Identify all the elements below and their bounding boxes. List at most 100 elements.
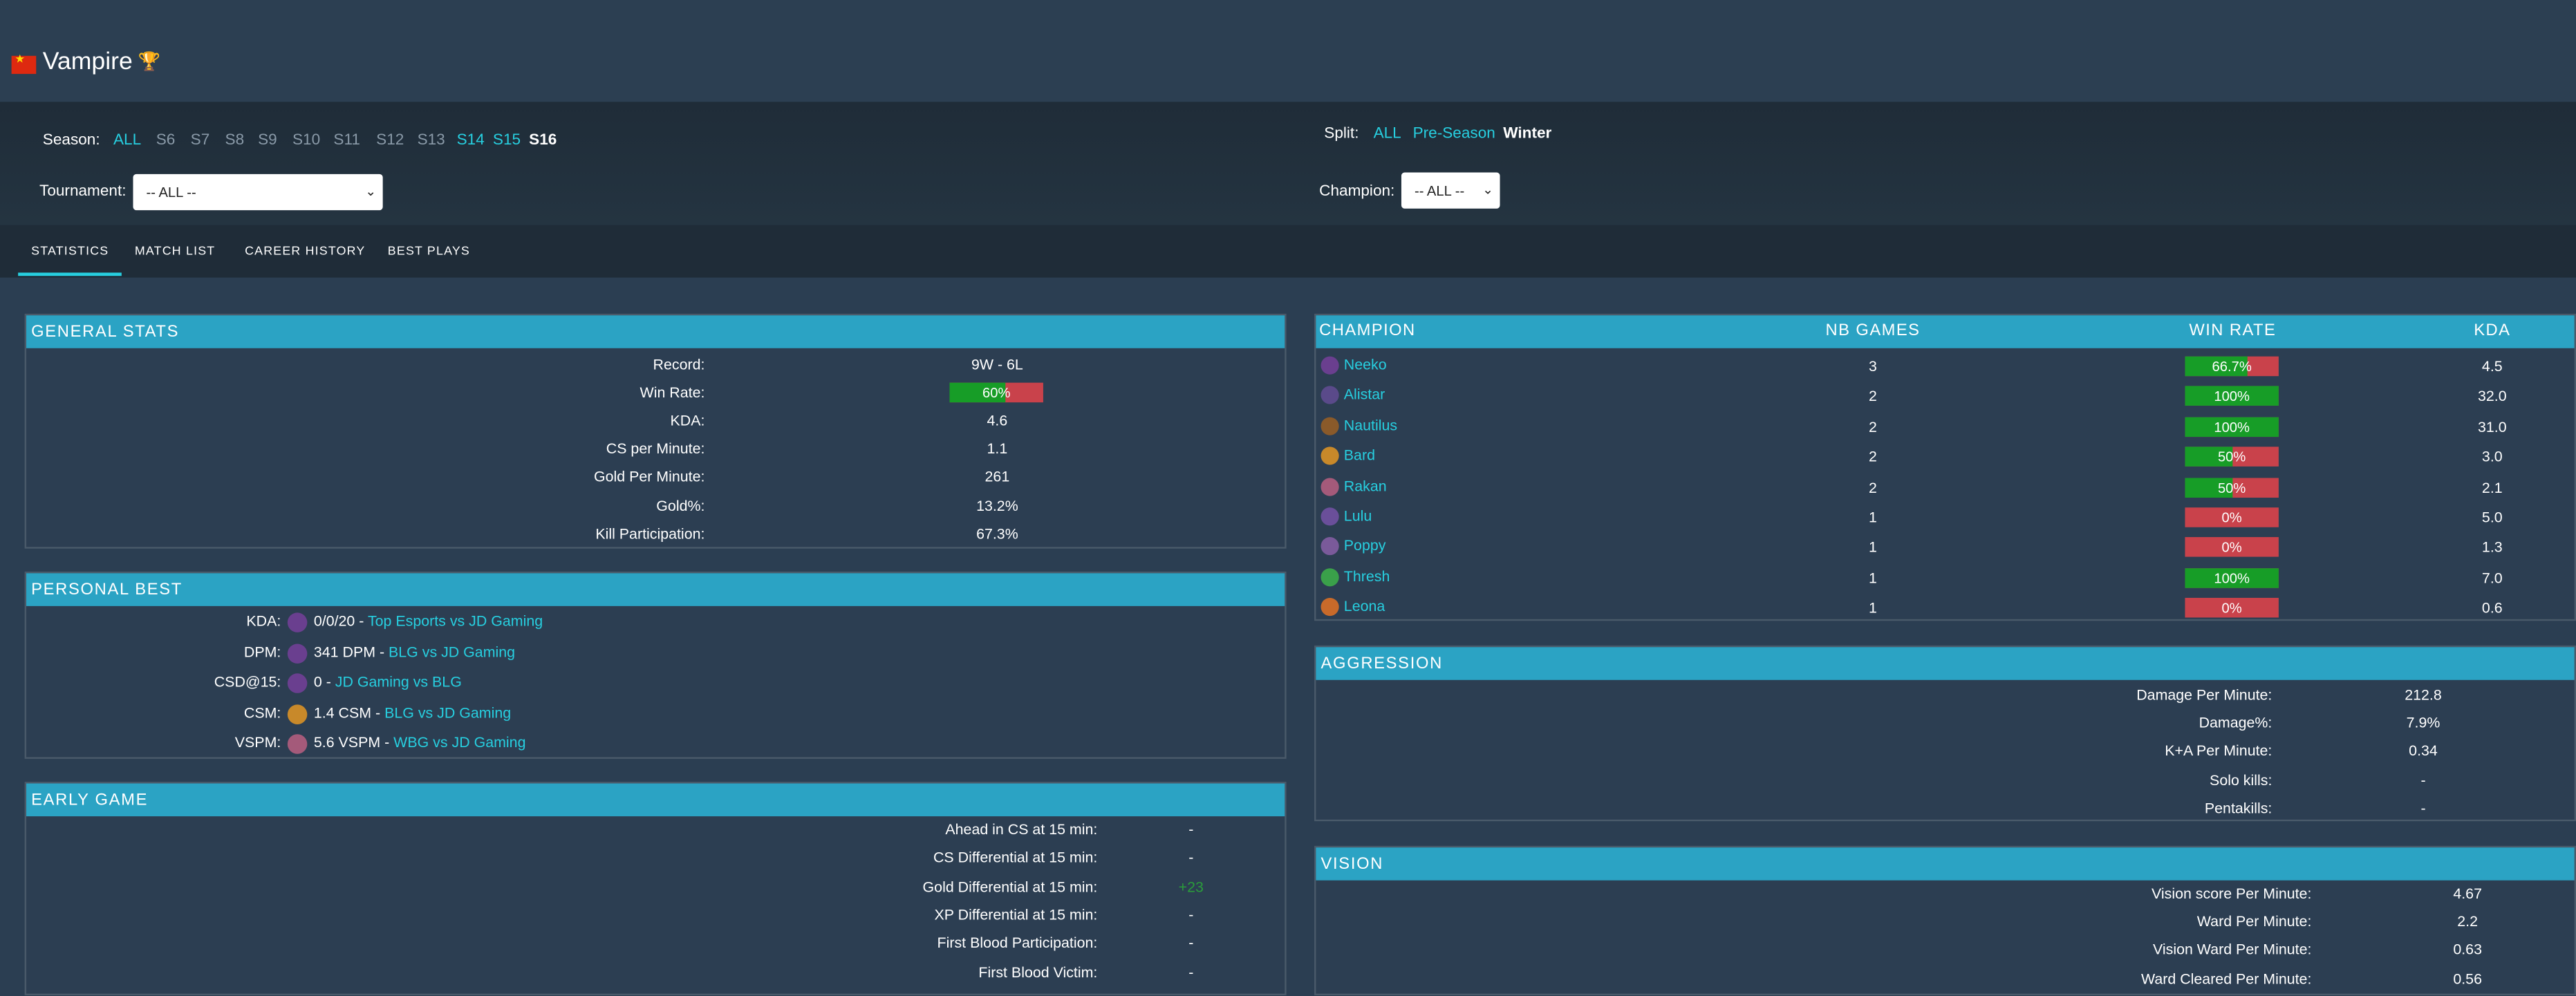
champion-kda: 3.0 — [2481, 449, 2503, 465]
champion-win-rate: 50% — [2217, 478, 2246, 496]
champion-name-link[interactable]: Poppy — [1343, 537, 1386, 554]
champion-win-rate-bar: 100% — [2185, 386, 2279, 406]
personal-best-match-link[interactable]: BLG vs JD Gaming — [389, 643, 516, 660]
col-kda[interactable]: KDA — [2474, 321, 2511, 340]
personal-best-match-link[interactable]: JD Gaming vs BLG — [335, 673, 462, 690]
champion-name-link[interactable]: Bard — [1343, 447, 1375, 464]
champion-games: 3 — [1868, 358, 1877, 375]
champion-name-link[interactable]: Neeko — [1343, 356, 1387, 373]
champion-win-rate: 0% — [2221, 599, 2242, 617]
tab-statistics[interactable]: STATISTICS — [31, 243, 109, 259]
record-label: Record: — [653, 356, 705, 373]
general-stats-panel: GENERAL STATS — [24, 313, 1287, 549]
tab-career-history[interactable]: CAREER HISTORY — [245, 243, 366, 259]
personal-best-title: PERSONAL BEST — [26, 573, 1285, 606]
personal-best-match-link[interactable]: BLG vs JD Gaming — [384, 704, 512, 720]
tournament-select[interactable]: -- ALL -- ⌄ — [133, 173, 383, 211]
chevron-down-icon: ⌄ — [1482, 182, 1494, 198]
early-game-label: CS Differential at 15 min: — [933, 849, 1098, 867]
win-rate-value: 60% — [982, 384, 1011, 401]
season-s8[interactable]: S8 — [225, 131, 245, 150]
champion-label: Champion: — [1319, 182, 1395, 200]
aggression-value: - — [2420, 799, 2426, 816]
season-s12[interactable]: S12 — [376, 131, 404, 150]
leona-icon — [1320, 598, 1339, 617]
champion-win-rate-bar: 50% — [2185, 477, 2279, 498]
win-rate-label: Win Rate: — [640, 384, 705, 401]
personal-best-label: CSD@15: — [214, 673, 281, 690]
champion-select[interactable]: -- ALL -- ⌄ — [1401, 172, 1500, 209]
record-value: 9W - 6L — [971, 356, 1023, 373]
champion-name-link[interactable]: Thresh — [1343, 567, 1390, 585]
champion-name-link[interactable]: Rakan — [1343, 477, 1387, 494]
champion-win-rate: 100% — [2214, 388, 2250, 405]
season-s6[interactable]: S6 — [156, 131, 176, 150]
aggression-value: 7.9% — [2406, 715, 2440, 731]
tournament-label: Tournament: — [39, 182, 127, 200]
china-flag-icon — [11, 53, 37, 74]
early-game-value: +23 — [1178, 878, 1204, 895]
early-game-value: - — [1188, 849, 1194, 867]
aggression-value: 212.8 — [2405, 686, 2442, 704]
season-s16[interactable]: S16 — [529, 131, 557, 150]
aggression-value: - — [2420, 771, 2426, 788]
champion-games: 1 — [1868, 509, 1877, 526]
early-game-value: - — [1188, 934, 1194, 952]
champion-win-rate-bar: 66.7% — [2185, 356, 2279, 377]
col-champion[interactable]: CHAMPION — [1319, 321, 1416, 340]
personal-best-match-link[interactable]: WBG vs JD Gaming — [393, 734, 526, 751]
champion-win-rate-fill — [2185, 356, 2248, 377]
champion-name-link[interactable]: Alistar — [1343, 386, 1385, 404]
champion-kda: 32.0 — [2477, 388, 2507, 405]
champion-win-rate-fill — [2185, 447, 2232, 467]
champion-name-link[interactable]: Lulu — [1343, 507, 1372, 525]
col-nb-games[interactable]: NB GAMES — [1825, 321, 1921, 340]
champion-win-rate: 0% — [2221, 539, 2242, 556]
season-s14[interactable]: S14 — [456, 131, 485, 150]
champion-kda: 5.0 — [2481, 509, 2503, 526]
season-s10[interactable]: S10 — [292, 131, 321, 150]
rakan-icon — [287, 734, 308, 754]
aggression-label: Damage%: — [2199, 715, 2272, 731]
aggression-label: Pentakills: — [2204, 799, 2272, 816]
vision-label: Vision Ward Per Minute: — [2153, 941, 2312, 959]
col-win-rate[interactable]: WIN RATE — [2189, 321, 2277, 340]
personal-best-value: 0/0/20 - Top Esports vs JD Gaming — [313, 612, 543, 630]
split-winter[interactable]: Winter — [1503, 124, 1552, 143]
champion-win-rate: 66.7% — [2212, 358, 2252, 375]
tab-best-plays[interactable]: BEST PLAYS — [387, 243, 471, 259]
personal-best-match-link[interactable]: Top Esports vs JD Gaming — [367, 612, 543, 630]
split-pre-season[interactable]: Pre-Season — [1412, 124, 1495, 143]
split-all[interactable]: ALL — [1373, 124, 1401, 143]
season-all[interactable]: ALL — [113, 131, 142, 150]
aggression-label: Solo kills: — [2210, 771, 2272, 788]
champion-win-rate-bar: 100% — [2185, 567, 2279, 588]
rakan-icon — [1320, 477, 1339, 496]
champion-name-link[interactable]: Leona — [1343, 598, 1385, 615]
win-rate-bar: 60% — [949, 382, 1043, 403]
bard-icon — [287, 704, 308, 724]
season-s11[interactable]: S11 — [333, 131, 360, 150]
personal-best-value: 5.6 VSPM - WBG vs JD Gaming — [313, 734, 526, 751]
vision-value: 4.67 — [2453, 885, 2483, 902]
early-game-panel: EARLY GAME — [24, 782, 1287, 996]
season-s15[interactable]: S15 — [492, 131, 521, 150]
season-s9[interactable]: S9 — [258, 131, 277, 150]
champion-win-rate-bar: 100% — [2185, 417, 2279, 437]
player-header — [0, 0, 2576, 102]
neeko-icon — [287, 673, 308, 693]
early-game-value: - — [1188, 821, 1194, 838]
champion-win-rate-fill — [2185, 417, 2279, 437]
champion-name-link[interactable]: Nautilus — [1343, 417, 1398, 433]
champion-table — [1314, 313, 2576, 621]
champion-games: 2 — [1868, 418, 1877, 435]
early-game-value: - — [1188, 963, 1194, 980]
tab-match-list[interactable]: MATCH LIST — [134, 243, 216, 259]
champion-kda: 1.3 — [2481, 539, 2503, 556]
champion-win-rate-bar: 50% — [2185, 447, 2279, 467]
season-s13[interactable]: S13 — [417, 131, 445, 150]
vision-panel: VISION — [1314, 845, 2576, 996]
bard-icon — [1320, 447, 1339, 465]
season-s7[interactable]: S7 — [190, 131, 210, 150]
champion-win-rate: 100% — [2214, 570, 2250, 586]
